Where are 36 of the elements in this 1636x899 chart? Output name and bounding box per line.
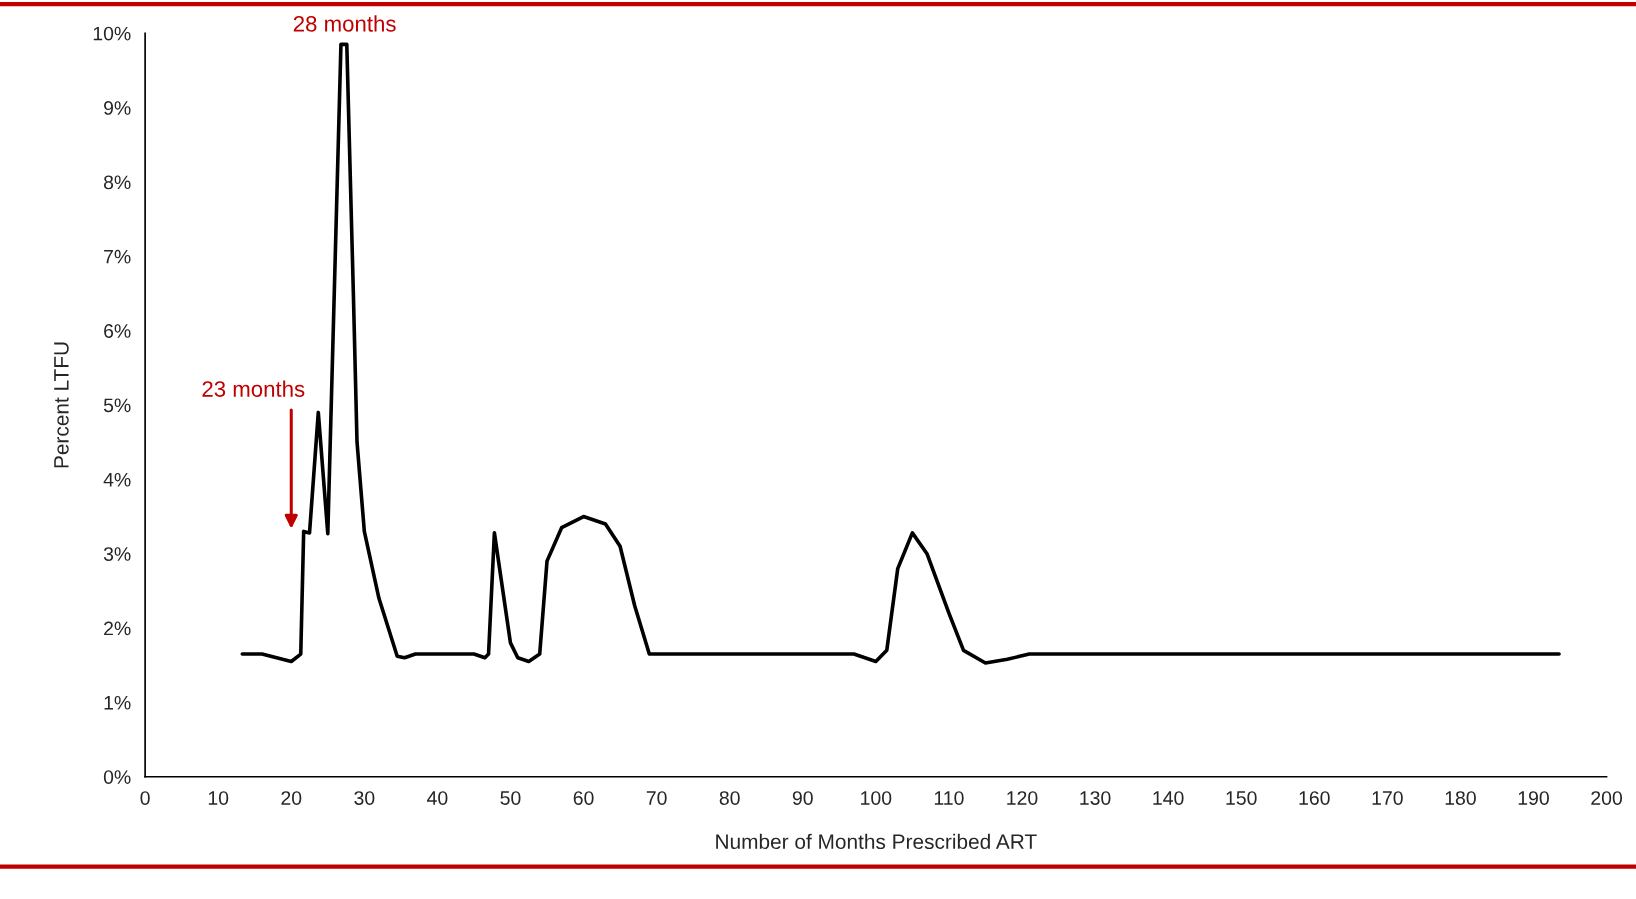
y-tick-label: 1% <box>104 695 131 710</box>
x-tick-label: 120 <box>1007 791 1038 805</box>
annotation: 23 months <box>202 380 305 397</box>
x-tick-label: 180 <box>1445 791 1476 805</box>
x-tick-label: 10 <box>208 791 229 805</box>
y-tick-label: 10% <box>93 26 131 41</box>
x-tick-label: 190 <box>1518 791 1549 805</box>
x-tick-label: 40 <box>427 791 448 805</box>
x-tick-label: 140 <box>1153 791 1184 805</box>
x-tick-label: 90 <box>792 791 813 805</box>
x-tick-label: 20 <box>281 791 302 805</box>
y-tick-label: 9% <box>104 101 131 115</box>
y-tick-label: 6% <box>104 324 131 338</box>
x-tick-label: 200 <box>1591 791 1623 805</box>
y-axis-title: Percent LTFU <box>54 342 69 468</box>
y-tick-label: 2% <box>104 621 131 636</box>
y-tick-label: 5% <box>103 398 131 413</box>
x-tick-label: 150 <box>1226 791 1257 805</box>
y-tick-label: 0% <box>103 770 131 784</box>
x-tick-label: 130 <box>1080 791 1111 805</box>
y-tick-label: 4% <box>103 472 131 487</box>
x-tick-label: 80 <box>719 791 740 805</box>
x-tick-label: 160 <box>1299 791 1330 805</box>
x-tick-label: 110 <box>934 791 964 805</box>
y-tick-label: 7% <box>104 249 131 264</box>
annotation: 28 months <box>293 15 396 32</box>
y-tick-label: 8% <box>103 175 131 190</box>
x-tick-label: 170 <box>1372 791 1403 805</box>
x-axis-title: Number of Months Prescribed ART <box>716 833 1037 850</box>
x-tick-label: 70 <box>646 791 667 805</box>
x-tick-label: 60 <box>573 791 594 805</box>
y-tick-label: 3% <box>103 547 131 561</box>
x-tick-label: 30 <box>354 791 375 805</box>
x-tick-label: 50 <box>500 791 521 805</box>
x-tick-label: 100 <box>861 791 892 805</box>
x-tick-label: 0 <box>140 791 150 805</box>
